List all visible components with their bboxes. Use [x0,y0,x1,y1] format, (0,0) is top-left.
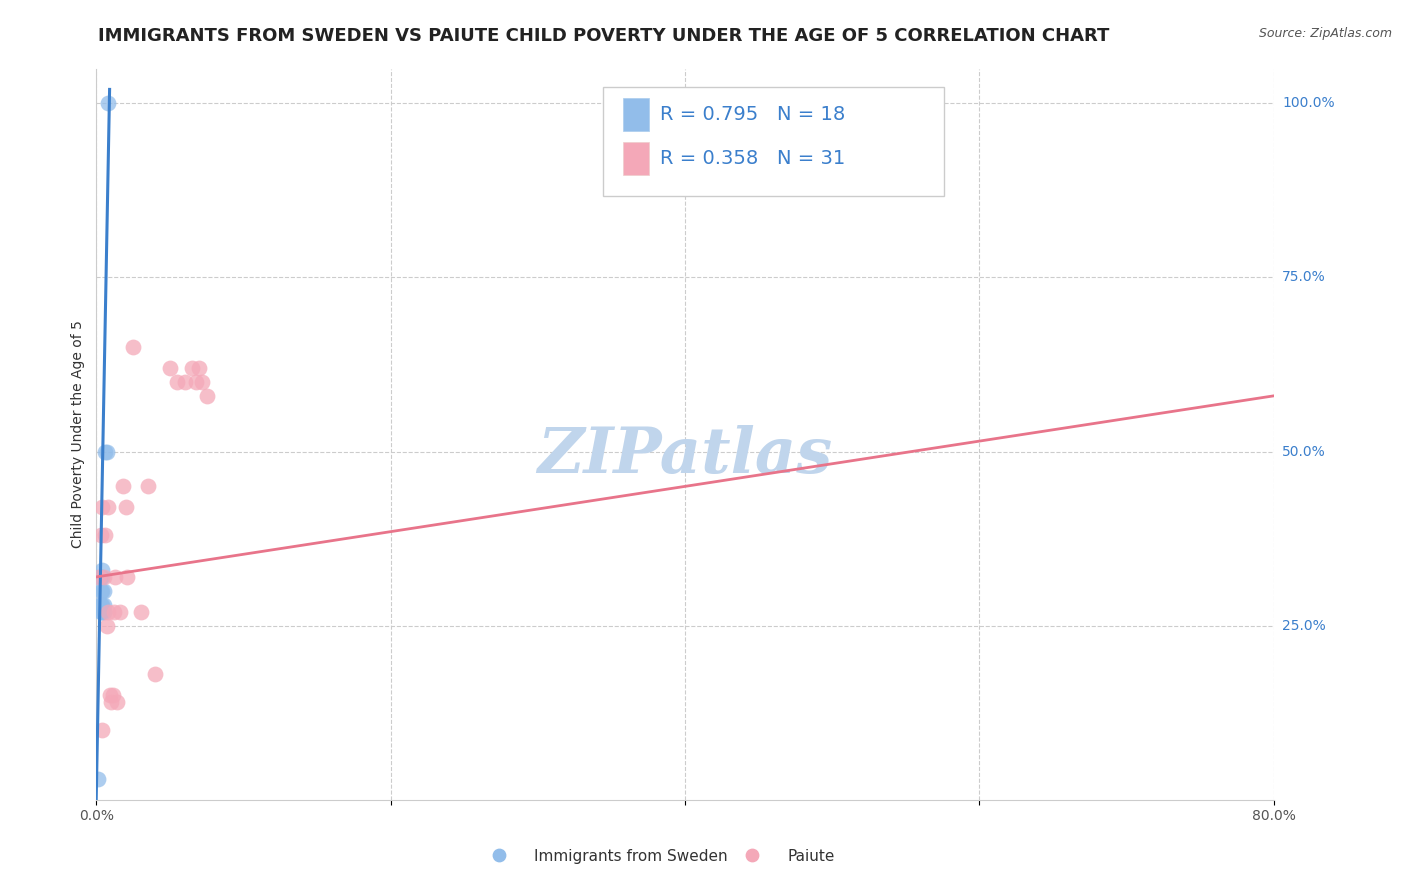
Point [173,375,195,389]
Point [90,583,112,598]
Point [90,598,112,612]
Point [87,772,110,786]
Text: ZIPatlas: ZIPatlas [537,425,832,487]
Point [91,723,114,738]
Point [108,605,131,619]
Text: R = 0.795   N = 18: R = 0.795 N = 18 [661,105,845,124]
Text: Paiute: Paiute [787,849,835,863]
Point [195,389,218,403]
Point [159,361,181,376]
Point [136,479,159,493]
Point [94,528,117,542]
FancyBboxPatch shape [603,87,943,196]
Point [129,605,152,619]
Point [91,598,114,612]
Point [90,528,112,542]
Text: 50.0%: 50.0% [1282,444,1326,458]
Point [91,583,114,598]
FancyBboxPatch shape [623,142,648,175]
Text: R = 0.358   N = 31: R = 0.358 N = 31 [661,149,845,168]
Text: Immigrants from Sweden: Immigrants from Sweden [534,849,728,863]
Point [89,570,111,584]
Point [117,570,139,584]
Point [186,375,208,389]
Point [94,444,117,458]
Point [93,605,115,619]
Point [101,688,124,702]
Point [89,598,111,612]
Text: 100.0%: 100.0% [1282,96,1334,111]
Point [89,570,111,584]
Point [166,375,188,389]
Point [96,618,118,632]
Y-axis label: Child Poverty Under the Age of 5: Child Poverty Under the Age of 5 [72,320,86,548]
Point [96,444,118,458]
Point [97,500,120,515]
Point [191,375,214,389]
Point [103,605,125,619]
Point [93,583,115,598]
Point [122,340,145,354]
Point [104,570,127,584]
Point [114,500,136,515]
Text: 75.0%: 75.0% [1282,270,1326,285]
Point [143,667,166,681]
Point [91,500,114,515]
Point [741,847,763,862]
Point [90,605,112,619]
Text: Source: ZipAtlas.com: Source: ZipAtlas.com [1258,27,1392,40]
Point [91,605,114,619]
Point [111,479,134,493]
Point [90,570,112,584]
Point [488,847,510,862]
Point [93,570,115,584]
Point [105,695,128,709]
Text: IMMIGRANTS FROM SWEDEN VS PAIUTE CHILD POVERTY UNDER THE AGE OF 5 CORRELATION CH: IMMIGRANTS FROM SWEDEN VS PAIUTE CHILD P… [98,27,1109,45]
Point [188,361,211,376]
Point [100,695,122,709]
Point [181,361,204,376]
Point [97,605,120,619]
FancyBboxPatch shape [623,98,648,130]
Point [93,598,115,612]
Point [97,96,120,111]
Point [98,688,121,702]
Text: 25.0%: 25.0% [1282,619,1326,632]
Point [91,570,114,584]
Point [91,563,114,577]
